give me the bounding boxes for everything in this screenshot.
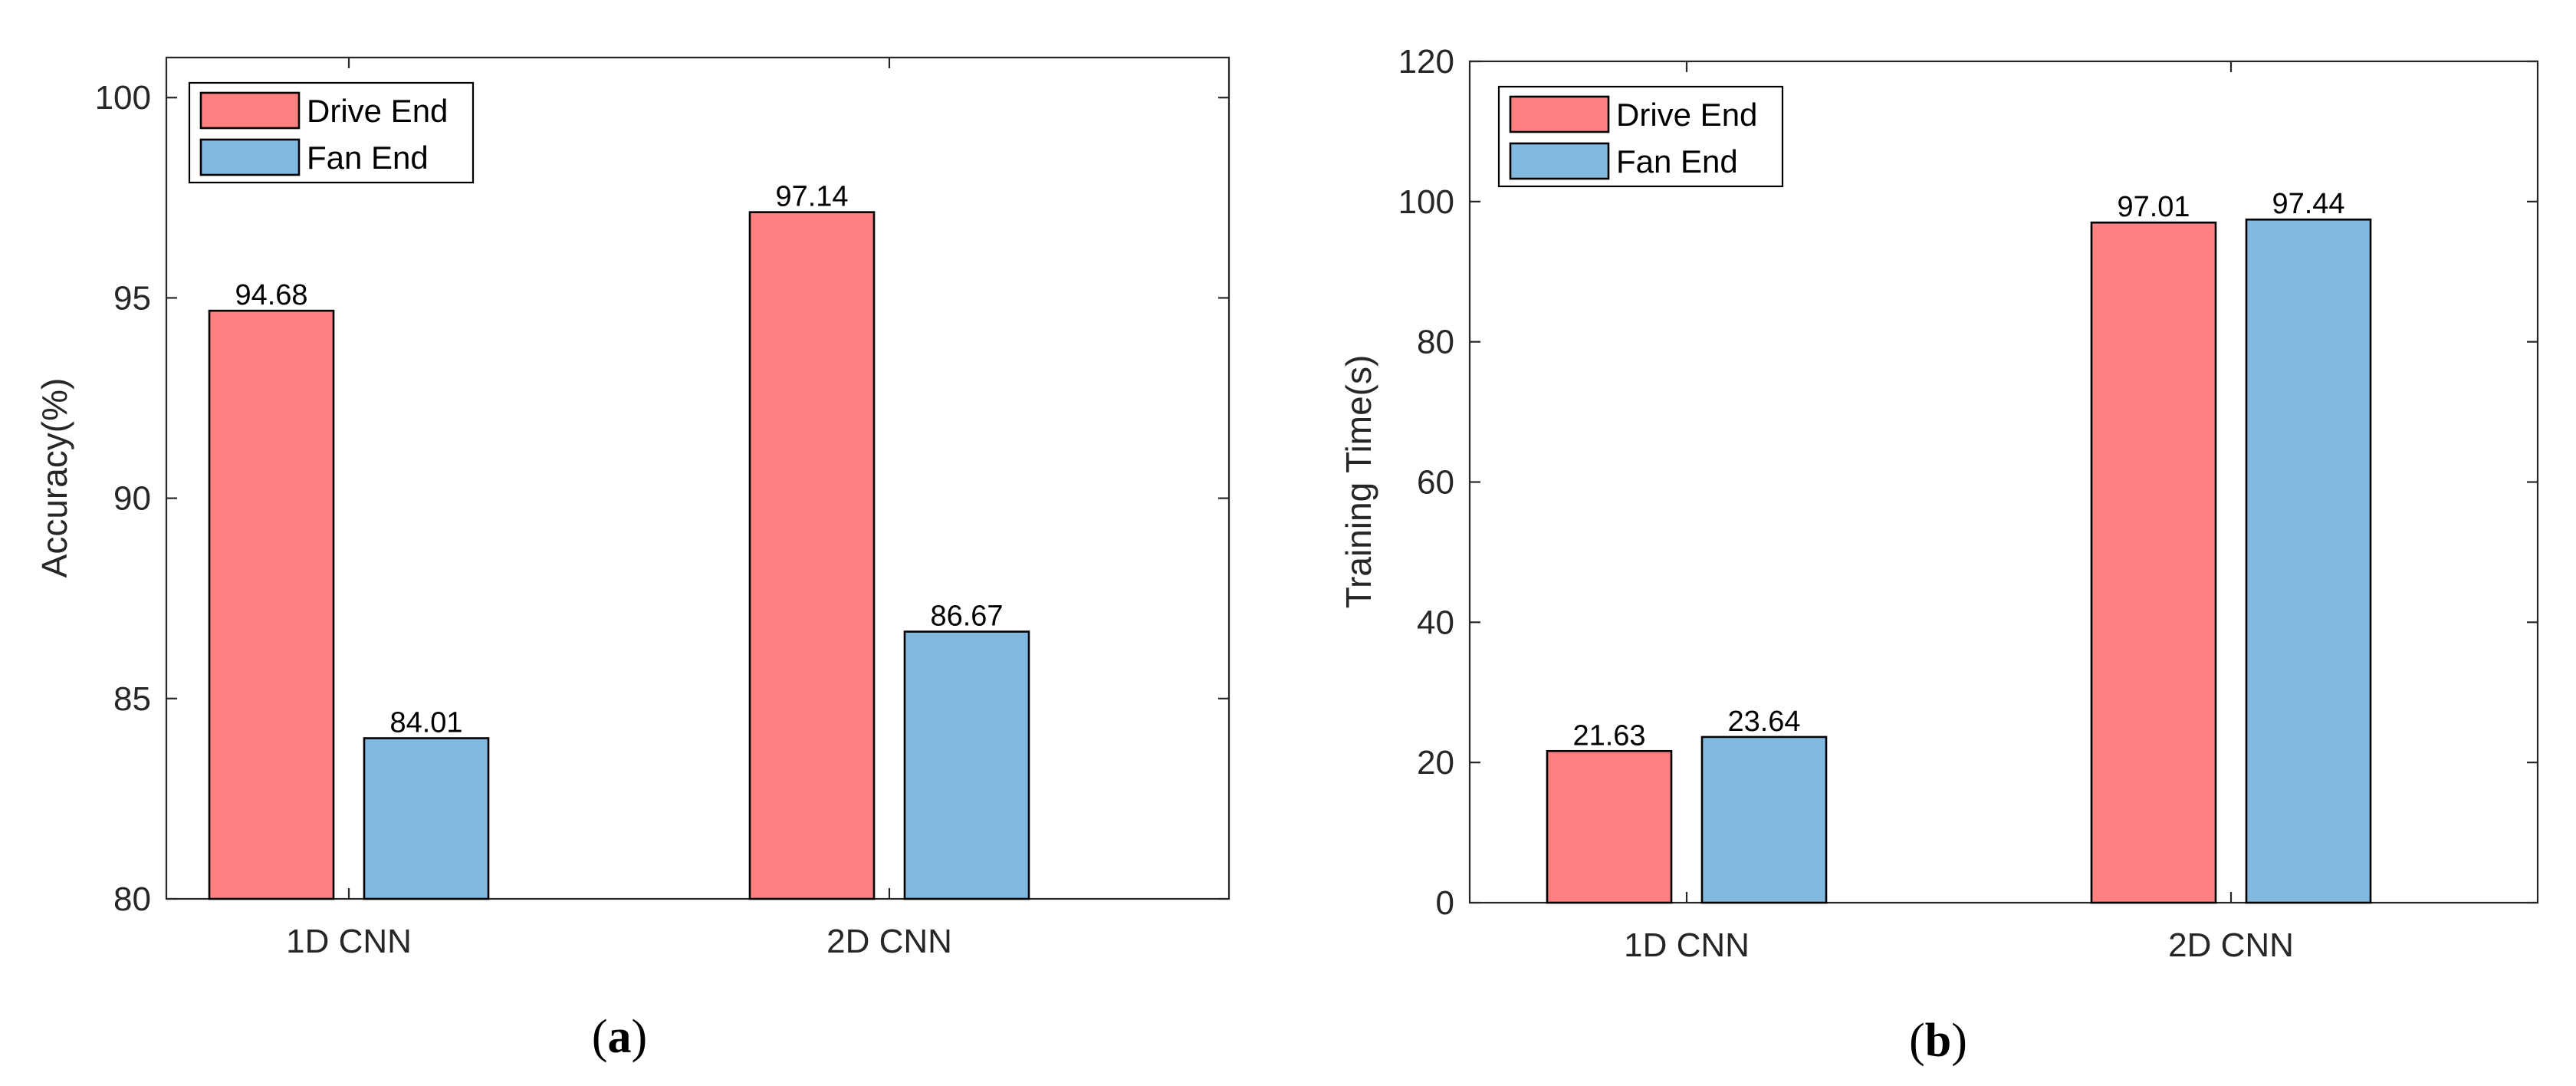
chart-panel-b: 0 20 40 60 80 100 120 21.63 23.64 97.01 97.44 1D … (1339, 43, 2539, 1067)
y-tick-label: 100 (1398, 183, 1454, 221)
bar-drive-end (2090, 221, 2217, 904)
legend-swatch-fan-end (1509, 142, 1610, 180)
data-label-drive-end: 21.63 (1572, 719, 1645, 752)
x-axis-ticks: 1D CNN 2D CNN (286, 58, 952, 960)
bar-group (1546, 218, 2372, 904)
y-tick-label: 90 (113, 480, 151, 518)
y-tick-label: 80 (1417, 324, 1454, 361)
bar-drive-end (1546, 749, 1673, 904)
y-tick-label: 80 (113, 880, 151, 918)
data-label-group: 21.63 23.64 97.01 97.44 (1572, 188, 2344, 752)
chart-panel-a: 80 85 90 95 100 94.68 84.01 97.14 86.67 1D CNN 2… (34, 56, 1230, 1063)
x-tick-label: 2D CNN (2168, 926, 2294, 964)
legend-label-fan-end: Fan End (307, 140, 429, 176)
y-axis-title: Training Time(s) (1339, 355, 1378, 609)
y-tick-label: 95 (113, 279, 151, 317)
bar-fan-end (903, 630, 1030, 900)
bar-drive-end (748, 211, 876, 900)
x-axis-ticks: 1D CNN 2D CNN (1624, 61, 2294, 964)
legend: Drive End Fan End (188, 81, 475, 184)
bar-fan-end (2245, 218, 2372, 904)
legend: Drive End Fan End (1497, 85, 1784, 188)
y-tick-label: 100 (95, 79, 151, 117)
x-tick-label: 2D CNN (826, 923, 952, 960)
x-tick-label: 1D CNN (286, 923, 412, 960)
legend-label-drive-end: Drive End (307, 93, 448, 129)
x-tick-label: 1D CNN (1624, 926, 1750, 964)
data-label-drive-end: 97.14 (775, 181, 848, 213)
data-label-fan-end: 86.67 (930, 601, 1003, 633)
data-label-fan-end: 97.44 (2272, 188, 2344, 220)
y-tick-label: 0 (1436, 884, 1454, 922)
data-label-group: 94.68 84.01 97.14 86.67 (235, 181, 1003, 739)
plot-area-frame (165, 56, 1230, 900)
y-tick-label: 85 (113, 680, 151, 718)
bar-group (208, 211, 1030, 900)
data-label-fan-end: 84.01 (389, 707, 462, 739)
bar-drive-end (208, 309, 335, 900)
bar-fan-end (363, 737, 490, 900)
legend-swatch-fan-end (199, 138, 301, 176)
panel-caption-a: (a) (592, 1011, 647, 1063)
y-axis-title: Accuracy(%) (34, 378, 74, 578)
data-label-fan-end: 23.64 (1727, 706, 1800, 738)
legend-label-drive-end: Drive End (1616, 97, 1757, 133)
y-tick-label: 60 (1417, 464, 1454, 502)
legend-label-fan-end: Fan End (1616, 143, 1738, 179)
legend-swatch-drive-end (199, 91, 301, 130)
data-label-drive-end: 97.01 (2117, 191, 2190, 223)
y-axis-ticks: 0 20 40 60 80 100 120 (1398, 43, 2538, 922)
bar-fan-end (1700, 736, 1828, 904)
legend-swatch-drive-end (1509, 95, 1610, 133)
panel-caption-b: (b) (1909, 1015, 1967, 1067)
data-label-drive-end: 94.68 (235, 279, 307, 311)
y-axis-ticks: 80 85 90 95 100 (95, 79, 1229, 918)
y-tick-label: 40 (1417, 604, 1454, 641)
y-tick-label: 20 (1417, 744, 1454, 782)
y-tick-label: 120 (1398, 43, 1454, 81)
